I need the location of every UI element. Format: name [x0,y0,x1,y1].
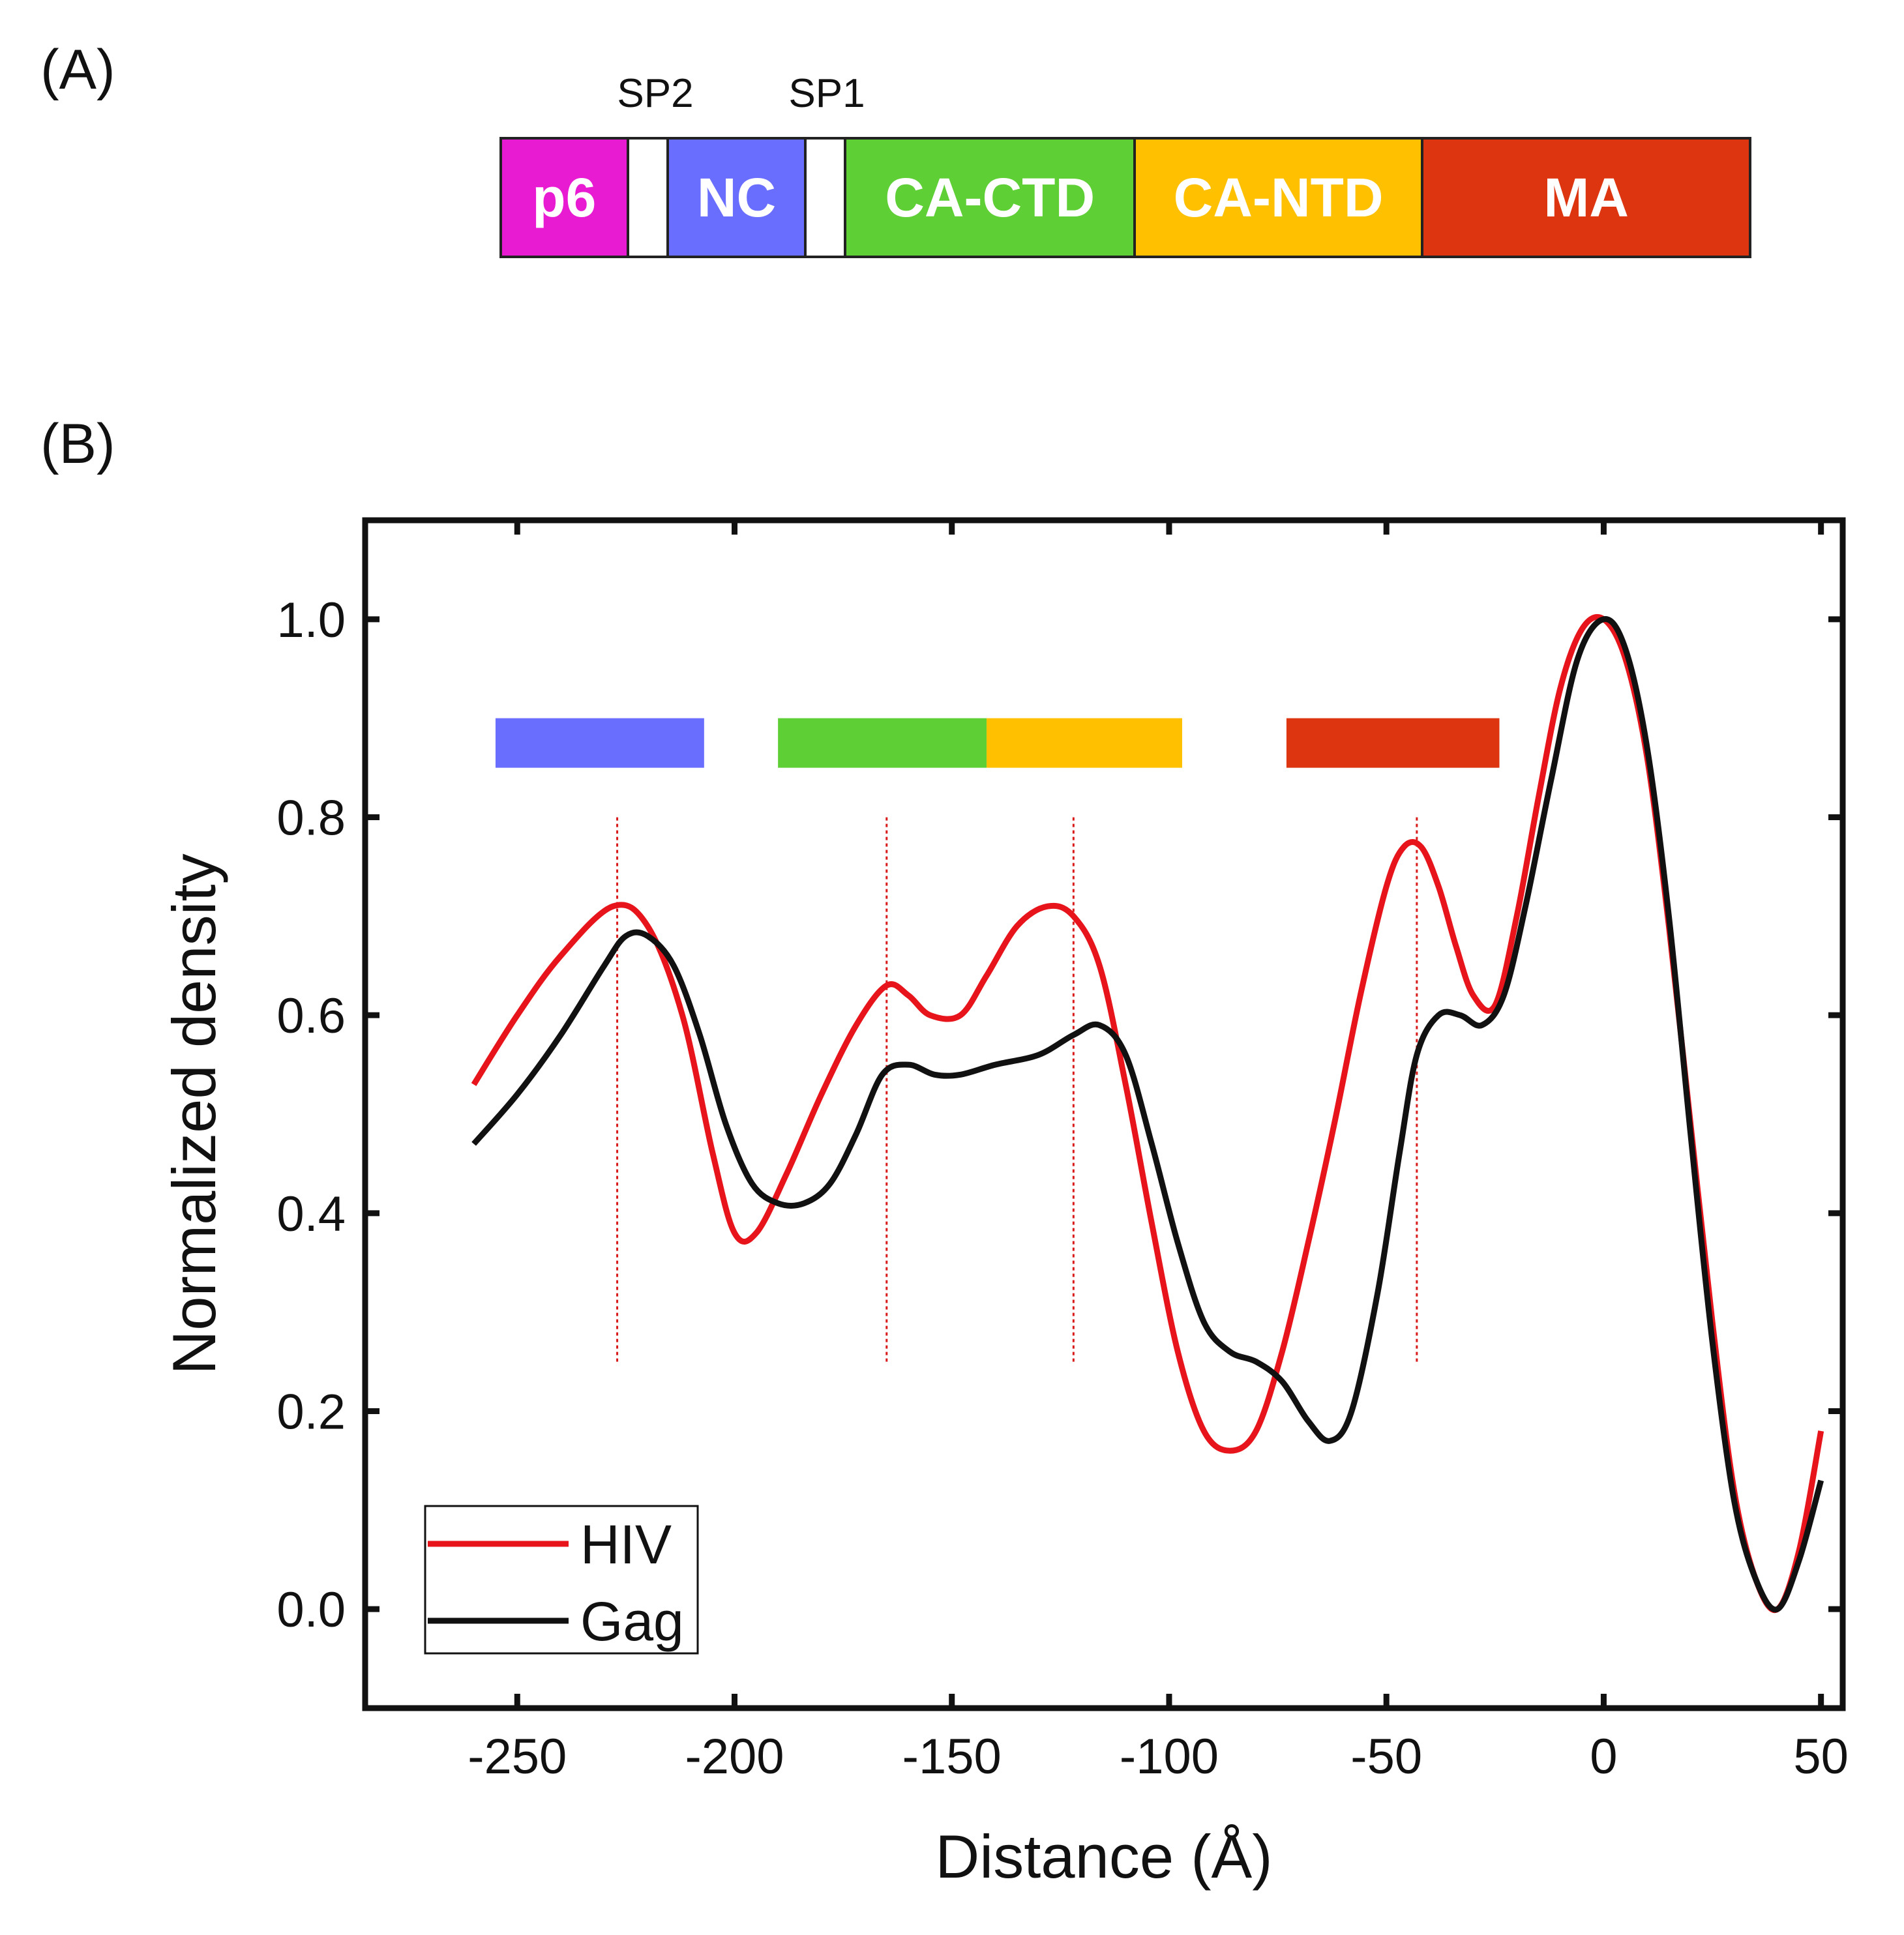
sp1-label: SP1 [788,71,865,116]
domain-color-bar [778,718,987,768]
y-tick-label: 0.0 [276,1582,346,1638]
gag-domain-bar: p6 NC CA-CTD CA-NTD MA [499,137,1751,258]
y-tick-label: 0.6 [276,988,346,1044]
domain-segment-nc: NC [668,140,807,256]
domain-color-bar [1286,718,1500,768]
plot-frame [362,517,1846,1711]
domain-segment-ca-ctd: CA-CTD [846,140,1136,256]
series-line-gag [471,616,1824,1613]
y-tick-label: 0.8 [276,791,346,846]
x-axis-label: Distance (Å) [935,1822,1272,1891]
x-tick-label: 50 [1793,1729,1849,1784]
x-tick-label: 0 [1590,1729,1617,1784]
y-tick-label: 0.2 [276,1385,346,1440]
y-tick-label: 0.4 [276,1187,346,1242]
x-tick-label: -250 [468,1729,567,1784]
y-tick-label: 1.0 [276,593,346,648]
domain-color-bar [495,718,704,768]
legend-label-hiv: HIV [580,1514,672,1575]
legend-box [424,1505,699,1655]
x-tick-label: -100 [1120,1729,1219,1784]
domain-color-bar [987,718,1182,768]
x-tick-label: -150 [902,1729,1002,1784]
domain-segment-ma: MA [1423,140,1749,256]
domain-segment-p6: p6 [502,140,629,256]
spacer-segment [629,140,669,256]
legend-label-gag: Gag [580,1591,684,1652]
y-axis-label: Normalized density [160,853,228,1374]
panel-b-label: (B) [40,413,115,475]
panel-a-label: (A) [40,38,115,101]
sp2-label: SP2 [617,71,694,116]
domain-segment-ca-ntd: CA-NTD [1135,140,1424,256]
x-tick-label: -50 [1350,1729,1422,1784]
spacer-segment [807,140,847,256]
x-tick-label: -200 [685,1729,784,1784]
